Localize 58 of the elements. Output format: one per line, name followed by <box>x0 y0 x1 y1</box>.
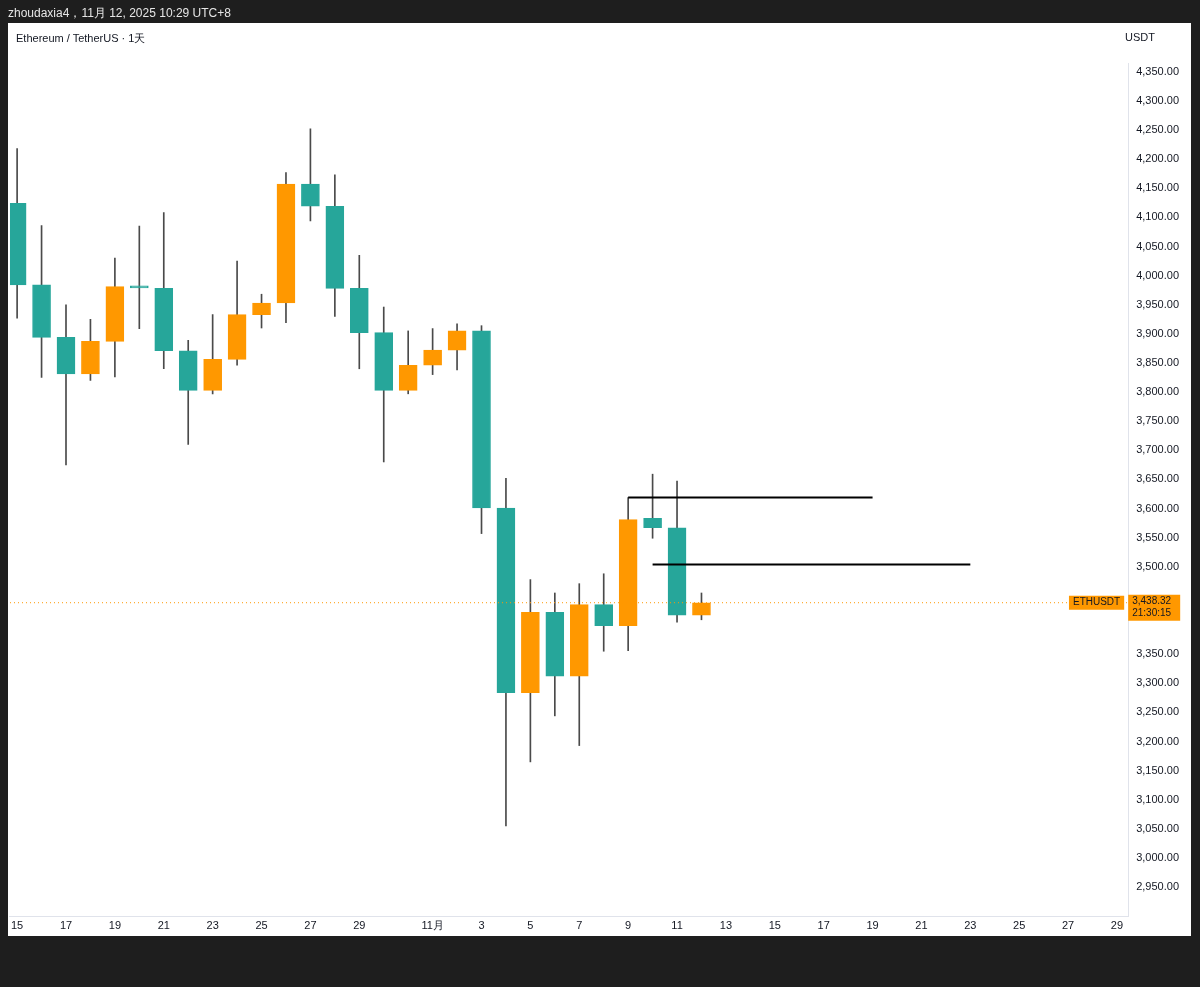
y-tick-label: 3,800.00 <box>1136 385 1180 398</box>
y-tick-label: 3,500.00 <box>1136 559 1180 572</box>
candlestick <box>130 225 149 329</box>
y-tick-label: 2,950.00 <box>1136 880 1180 893</box>
y-tick-label: 3,850.00 <box>1136 355 1180 368</box>
y-tick-label: 3,550.00 <box>1136 530 1180 543</box>
y-tick-label: 4,200.00 <box>1136 152 1180 165</box>
y-tick-label: 3,900.00 <box>1136 326 1180 339</box>
y-tick-label: 3,750.00 <box>1136 414 1180 427</box>
x-tick-label: 19 <box>108 919 122 932</box>
y-tick-label: 3,250.00 <box>1136 705 1180 718</box>
x-tick-label: 27 <box>304 919 317 932</box>
x-tick-label: 11 <box>671 919 683 932</box>
y-tick-label: 3,000.00 <box>1136 851 1180 864</box>
x-tick-label: 23 <box>206 919 219 932</box>
x-tick-label: 9 <box>625 919 632 932</box>
x-tick-label: 15 <box>768 919 781 932</box>
x-tick-label: 21 <box>157 919 170 932</box>
y-tick-label: 4,350.00 <box>1136 64 1180 77</box>
x-tick-label: 29 <box>353 919 366 932</box>
y-tick-label: 4,300.00 <box>1136 93 1180 106</box>
x-tick-label: 19 <box>866 919 879 932</box>
y-tick-label: 4,250.00 <box>1136 123 1180 136</box>
y-tick-label: 4,150.00 <box>1136 181 1180 194</box>
x-tick-label: 23 <box>964 919 977 932</box>
x-tick-label: 27 <box>1061 919 1075 932</box>
chart-title: Ethereum / TetherUS · 1天 <box>16 31 146 46</box>
x-tick-label: 13 <box>719 919 733 932</box>
x-tick-label: 11月 <box>421 919 444 932</box>
y-tick-label: 4,100.00 <box>1136 210 1180 223</box>
x-tick-label: 25 <box>1013 919 1026 932</box>
x-tick-label: 17 <box>817 919 830 932</box>
y-tick-label: 3,100.00 <box>1136 792 1180 805</box>
y-tick-label: 3,950.00 <box>1136 297 1180 310</box>
x-tick-label: 3 <box>478 919 485 932</box>
x-tick-label: 17 <box>59 919 73 932</box>
y-tick-label: 3,200.00 <box>1136 734 1180 747</box>
x-tick-label: 7 <box>576 919 583 932</box>
chart-subtitle: zhoudaxia4，11月 12, 2025 10:29 UTC+8 <box>8 5 231 22</box>
y-tick-label: 3,050.00 <box>1136 821 1180 834</box>
text: 3,438.32 <box>1132 595 1172 607</box>
y-axis-title: USDT <box>1125 31 1155 43</box>
text: 21:30:15 <box>1132 607 1172 619</box>
x-tick-label: 15 <box>10 919 24 932</box>
x-tick-label: 29 <box>1110 919 1124 932</box>
y-tick-label: 3,650.00 <box>1136 472 1180 485</box>
candlestick <box>56 304 76 466</box>
y-tick-label: 3,600.00 <box>1136 501 1180 514</box>
y-tick-label: 3,350.00 <box>1136 647 1180 660</box>
y-tick-label: 4,000.00 <box>1136 268 1180 281</box>
x-tick-label: 21 <box>915 919 928 932</box>
x-tick-label: 25 <box>255 919 268 932</box>
ref-line-label: ETHUSDT <box>1072 596 1121 608</box>
y-tick-label: 4,050.00 <box>1136 239 1180 252</box>
y-tick-label: 3,150.00 <box>1136 763 1180 776</box>
y-tick-label: 3,700.00 <box>1136 443 1180 456</box>
y-tick-label: 3,300.00 <box>1136 676 1180 689</box>
x-tick-label: 5 <box>527 919 534 932</box>
